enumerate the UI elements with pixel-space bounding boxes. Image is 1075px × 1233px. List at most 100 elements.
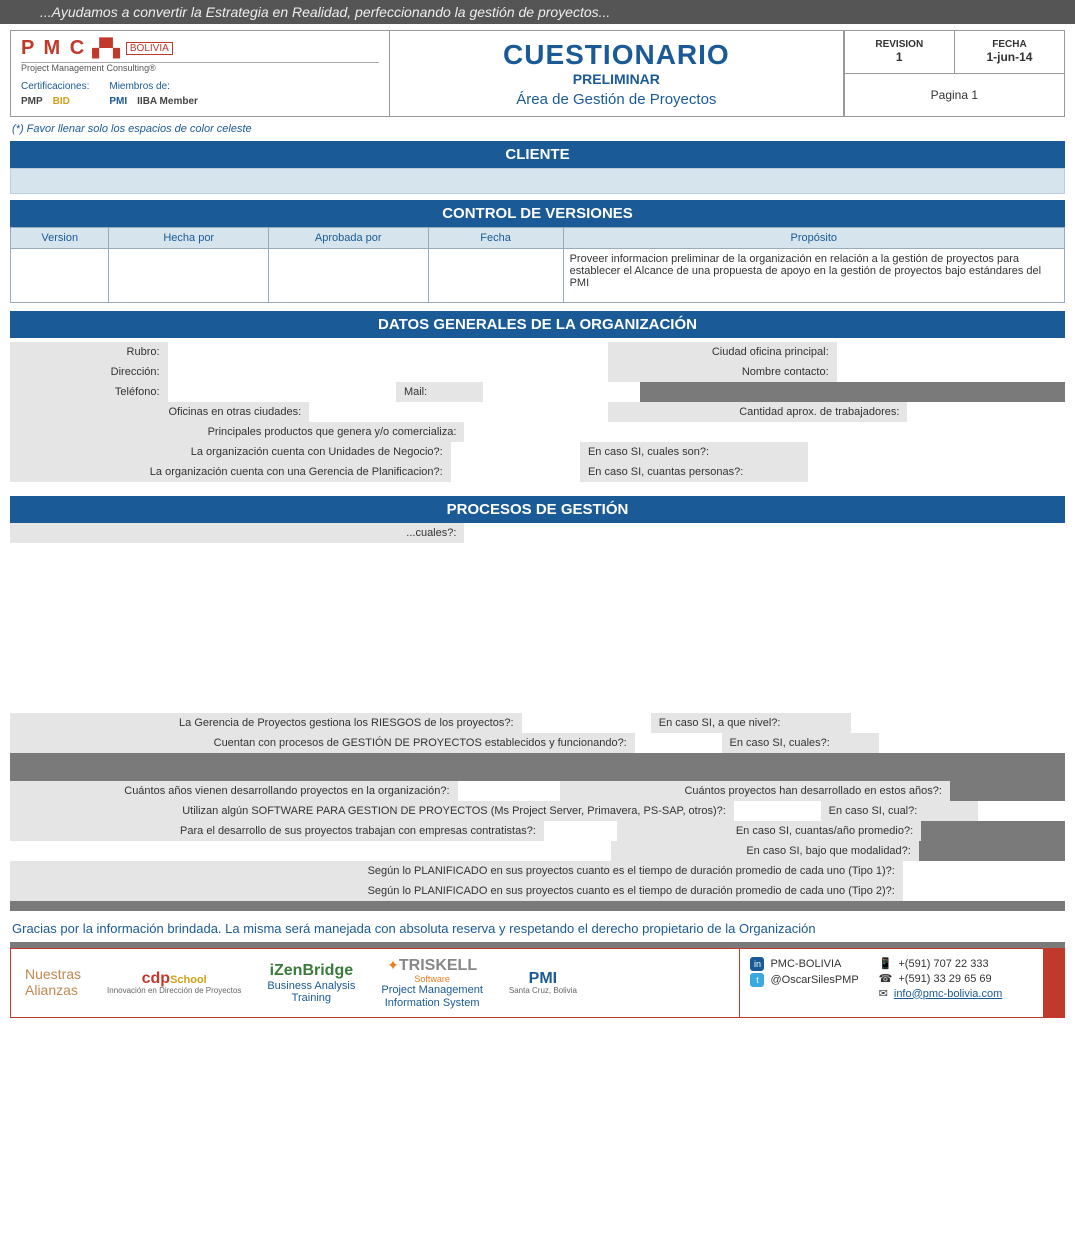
in-riesgos-si[interactable] bbox=[851, 713, 1065, 733]
footer-left: Nuestras Alianzas cdpSchool Innovación e… bbox=[10, 948, 739, 1018]
lbl-contrat: Para el desarrollo de sus proyectos trab… bbox=[10, 821, 544, 841]
footer: Nuestras Alianzas cdpSchool Innovación e… bbox=[10, 942, 1065, 1018]
page-cell: Pagina 1 bbox=[844, 74, 1064, 117]
lbl-planif-si: En caso SI, cuantas personas?: bbox=[580, 462, 808, 482]
in-productos[interactable] bbox=[464, 422, 1065, 442]
lbl-proc-cuales: ...cuales?: bbox=[10, 523, 464, 543]
cliente-input[interactable] bbox=[10, 168, 1065, 194]
in-gestproc[interactable] bbox=[635, 733, 722, 753]
iiba-logo-icon: IIBA Member bbox=[137, 96, 198, 107]
in-anios[interactable] bbox=[458, 781, 560, 801]
in-planif[interactable] bbox=[451, 462, 580, 482]
in-rubro[interactable] bbox=[168, 342, 609, 362]
header-center: CUESTIONARIO PRELIMINAR Área de Gestión … bbox=[390, 31, 844, 116]
in-unidades[interactable] bbox=[451, 442, 580, 462]
lbl-unidades: La organización cuenta con Unidades de N… bbox=[10, 442, 451, 462]
revision-label: REVISION bbox=[875, 39, 923, 50]
cell-aprobada[interactable] bbox=[269, 249, 429, 302]
member-label: Miembros de: bbox=[109, 81, 198, 92]
cdp-sub: Innovación en Dirección de Proyectos bbox=[107, 987, 241, 996]
izen-sub1: Business Analysis bbox=[267, 980, 355, 992]
lbl-software: Utilizan algún SOFTWARE PARA GESTION DE … bbox=[10, 801, 734, 821]
in-gestproc-si[interactable] bbox=[879, 733, 1065, 753]
in-ciudad[interactable] bbox=[837, 342, 1065, 362]
linkedin-icon[interactable]: in bbox=[750, 957, 764, 971]
lbl-telefono: Teléfono: bbox=[10, 382, 168, 402]
pmc-logo: P M C bbox=[21, 37, 86, 60]
control-body-row: Proveer informacion preliminar de la org… bbox=[10, 249, 1065, 303]
izen-big: iZenBridge bbox=[270, 962, 354, 979]
title-area: Área de Gestión de Proyectos bbox=[396, 91, 837, 108]
trisk-sub1: Project Management bbox=[381, 984, 483, 996]
control-header-row: Version Hecha por Aprobada por Fecha Pro… bbox=[10, 227, 1065, 249]
in-telefono[interactable] bbox=[168, 382, 396, 402]
dark-contrat2 bbox=[919, 841, 1065, 861]
title-sub: PRELIMINAR bbox=[396, 71, 837, 87]
dark-block-3 bbox=[10, 901, 1065, 911]
lbl-unidades-si: En caso SI, cuales son?: bbox=[580, 442, 808, 462]
in-riesgos[interactable] bbox=[522, 713, 651, 733]
tel2: +(591) 33 29 65 69 bbox=[898, 973, 991, 985]
bid-logo-icon: BID bbox=[53, 96, 70, 107]
twitter-icon[interactable]: t bbox=[750, 973, 764, 987]
twitter-text: @OscarSilesPMP bbox=[770, 974, 858, 986]
in-planif-si[interactable] bbox=[808, 462, 1065, 482]
mail-link[interactable]: info@pmc-bolivia.com bbox=[894, 988, 1002, 1000]
header-block: P M C ▞▚ BOLIVIA Project Management Cons… bbox=[10, 30, 1065, 117]
col-version: Version bbox=[11, 228, 109, 248]
lbl-software-si: En caso SI, cual?: bbox=[821, 801, 979, 821]
lbl-anios: Cuántos años vienen desarrollando proyec… bbox=[10, 781, 458, 801]
dark-block-1 bbox=[640, 382, 1065, 402]
cdp-big: cdp bbox=[142, 970, 170, 987]
cdp-school: School bbox=[170, 974, 207, 986]
cell-fecha[interactable] bbox=[429, 249, 564, 302]
in-mail[interactable] bbox=[483, 382, 641, 402]
lbl-riesgos-si: En caso SI, a que nivel?: bbox=[651, 713, 851, 733]
dark-contrat1 bbox=[921, 821, 1065, 841]
bolivia-tag: BOLIVIA bbox=[126, 42, 173, 55]
section-control: CONTROL DE VERSIONES bbox=[10, 200, 1065, 227]
mobile-icon: 📱 bbox=[879, 957, 893, 970]
pmi-big: PMI bbox=[529, 970, 557, 987]
header-right: REVISION 1 FECHA 1-jun-14 Pagina 1 bbox=[844, 31, 1064, 116]
cert-col: Certificaciones: PMP BID bbox=[21, 81, 89, 107]
alliances-label: Nuestras Alianzas bbox=[25, 967, 81, 998]
pmc-sub: Project Management Consulting® bbox=[21, 62, 379, 73]
in-oficinas[interactable] bbox=[309, 402, 608, 422]
cdp-logo: cdpSchool Innovación en Dirección de Pro… bbox=[107, 970, 241, 996]
alli2: Alianzas bbox=[25, 983, 81, 998]
fecha-label: FECHA bbox=[992, 39, 1026, 50]
in-software[interactable] bbox=[734, 801, 821, 821]
section-procesos: PROCESOS DE GESTIÓN bbox=[10, 496, 1065, 523]
fecha-val: 1-jun-14 bbox=[986, 50, 1032, 64]
lbl-tipo1: Según lo PLANIFICADO en sus proyectos cu… bbox=[10, 861, 903, 881]
in-software-si[interactable] bbox=[978, 801, 1065, 821]
lbl-productos: Principales productos que genera y/o com… bbox=[10, 422, 464, 442]
in-unidades-si[interactable] bbox=[808, 442, 1065, 462]
lbl-tipo2: Según lo PLANIFICADO en sus proyectos cu… bbox=[10, 881, 903, 901]
lbl-ciudad: Ciudad oficina principal: bbox=[608, 342, 836, 362]
trisk-sw: Software bbox=[381, 975, 483, 985]
cell-version[interactable] bbox=[11, 249, 109, 302]
in-proc-cuales[interactable] bbox=[464, 523, 1065, 543]
title-main: CUESTIONARIO bbox=[396, 39, 837, 71]
col-aprobada: Aprobada por bbox=[269, 228, 429, 248]
member-col: Miembros de: PMI IIBA Member bbox=[109, 81, 198, 107]
in-tipo2[interactable] bbox=[903, 881, 1065, 901]
revision-cell: REVISION 1 bbox=[844, 31, 954, 74]
in-contacto[interactable] bbox=[837, 362, 1065, 382]
lbl-rubro: Rubro: bbox=[10, 342, 168, 362]
lbl-trabajadores: Cantidad aprox. de trabajadores: bbox=[608, 402, 907, 422]
cell-hecha[interactable] bbox=[109, 249, 269, 302]
pmi-footer-logo: PMI Santa Cruz, Bolivia bbox=[509, 970, 577, 996]
section-datos: DATOS GENERALES DE LA ORGANIZACIÓN bbox=[10, 311, 1065, 338]
in-trabajadores[interactable] bbox=[907, 402, 1065, 422]
in-tipo1[interactable] bbox=[903, 861, 1065, 881]
izen-logo: iZenBridge Business Analysis Training bbox=[267, 962, 355, 1004]
triskell-logo: ✦TRISKELL Software Project Management In… bbox=[381, 957, 483, 1009]
in-direccion[interactable] bbox=[168, 362, 609, 382]
trisk-sub2: Information System bbox=[381, 997, 483, 1009]
dark-cuantos bbox=[950, 781, 1065, 801]
trisk-big: TRISKELL bbox=[399, 957, 477, 974]
in-contrat[interactable] bbox=[544, 821, 618, 841]
